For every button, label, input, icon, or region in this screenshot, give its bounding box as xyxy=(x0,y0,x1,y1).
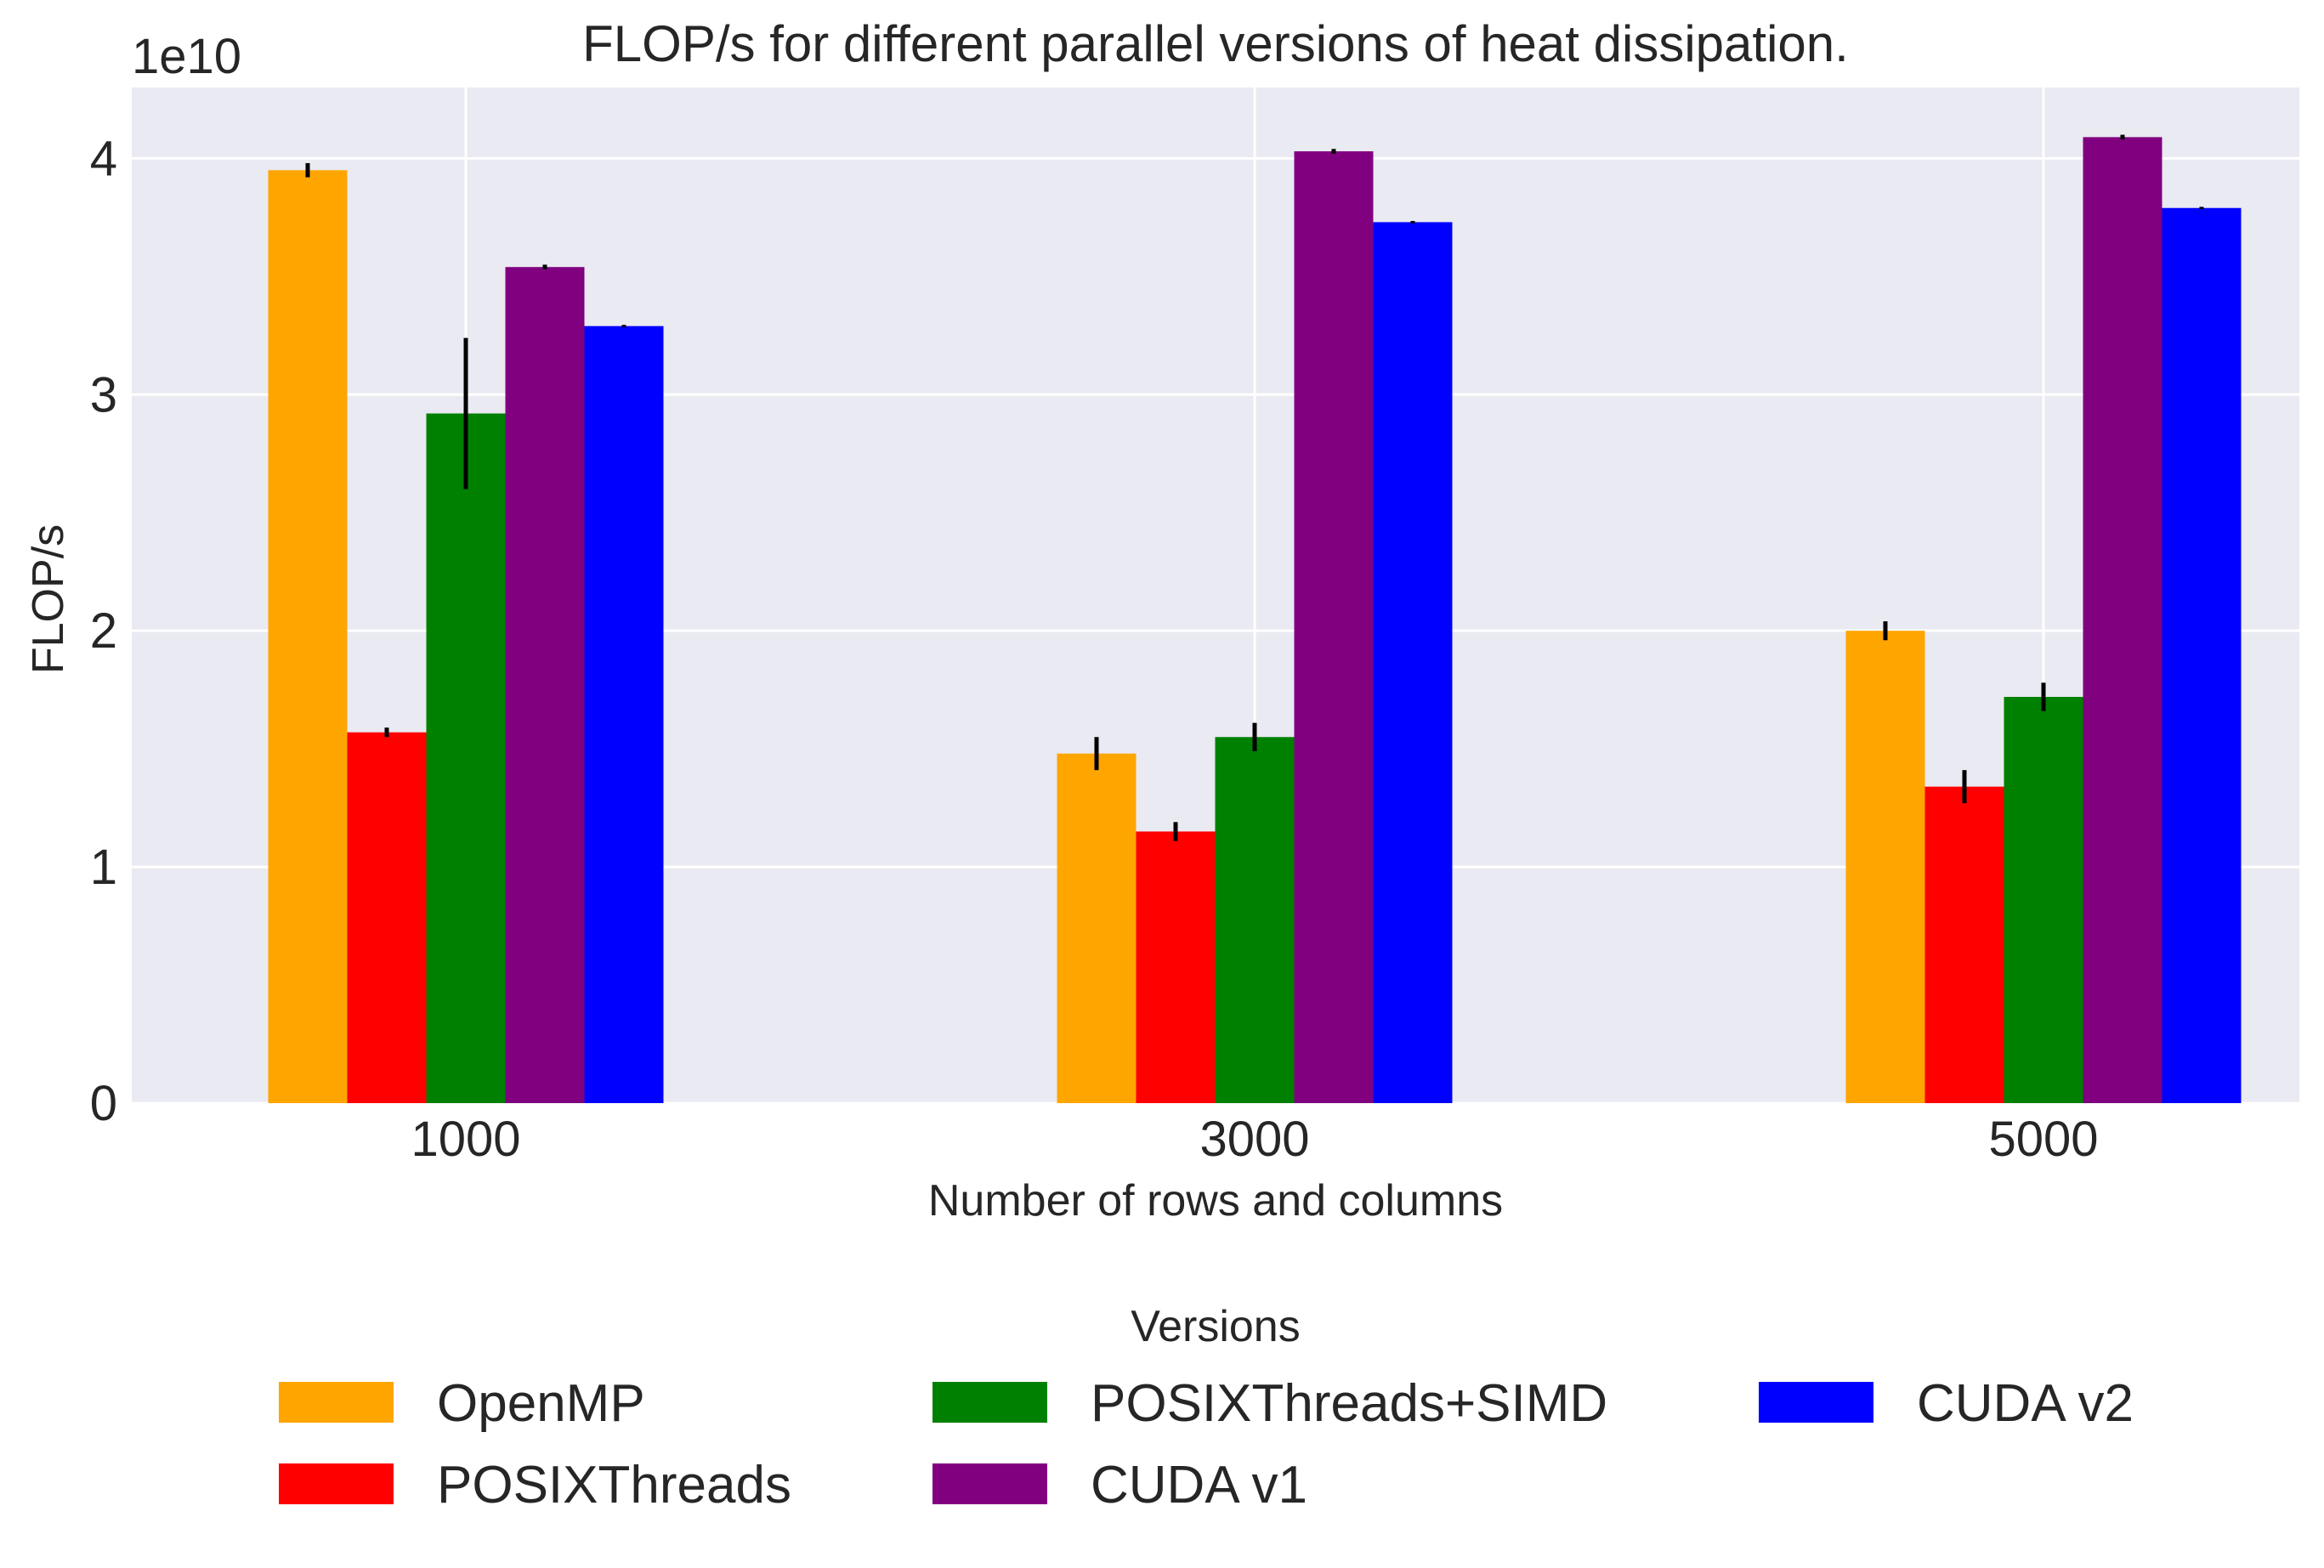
legend-label: CUDA v2 xyxy=(1917,1374,2134,1433)
y-tick-labels: 0 1 2 3 4 xyxy=(90,131,117,1131)
bar xyxy=(1373,222,1453,1103)
chart-title: FLOP/s for different parallel versions o… xyxy=(582,15,1849,72)
bar xyxy=(1294,151,1374,1103)
legend-swatch xyxy=(932,1382,1047,1423)
legend-label: POSIXThreads xyxy=(437,1456,791,1514)
bar xyxy=(505,267,585,1103)
error-bars xyxy=(305,134,2204,841)
bar xyxy=(2004,697,2083,1103)
legend-title: Versions xyxy=(1131,1302,1300,1351)
x-tick-label: 1000 xyxy=(411,1112,520,1167)
bar xyxy=(1845,631,1925,1103)
bar xyxy=(584,325,664,1103)
x-tick-label: 5000 xyxy=(1988,1112,2098,1167)
legend: OpenMP POSIXThreads POSIXThreads+SIMD CUDA … xyxy=(279,1374,2134,1514)
y-axis-label: FLOP/s xyxy=(24,524,73,674)
legend-label: OpenMP xyxy=(437,1374,645,1433)
y-scale-label: 1e10 xyxy=(132,29,241,84)
legend-swatch xyxy=(279,1463,394,1504)
bar xyxy=(2162,207,2242,1104)
legend-swatch xyxy=(1759,1382,1873,1423)
bar xyxy=(268,170,348,1103)
bar xyxy=(1215,737,1295,1103)
bar xyxy=(2083,137,2162,1103)
x-tick-label: 3000 xyxy=(1199,1112,1309,1167)
legend-label: POSIXThreads+SIMD xyxy=(1091,1374,1607,1433)
legend-swatch xyxy=(279,1382,394,1423)
y-tick-label: 2 xyxy=(90,603,117,659)
bar xyxy=(426,413,506,1104)
legend-swatch xyxy=(932,1463,1047,1504)
bars xyxy=(268,137,2242,1104)
y-tick-label: 0 xyxy=(90,1076,117,1131)
x-axis-label: Number of rows and columns xyxy=(928,1176,1503,1226)
bar xyxy=(1057,753,1136,1103)
x-tick-labels: 1000 3000 5000 xyxy=(411,1112,2098,1167)
bar xyxy=(347,732,427,1103)
bar xyxy=(1136,831,1216,1103)
y-tick-label: 3 xyxy=(90,367,117,422)
y-tick-label: 1 xyxy=(90,840,117,895)
legend-label: CUDA v1 xyxy=(1091,1456,1307,1514)
y-tick-label: 4 xyxy=(90,131,117,186)
bar xyxy=(1924,786,2004,1103)
